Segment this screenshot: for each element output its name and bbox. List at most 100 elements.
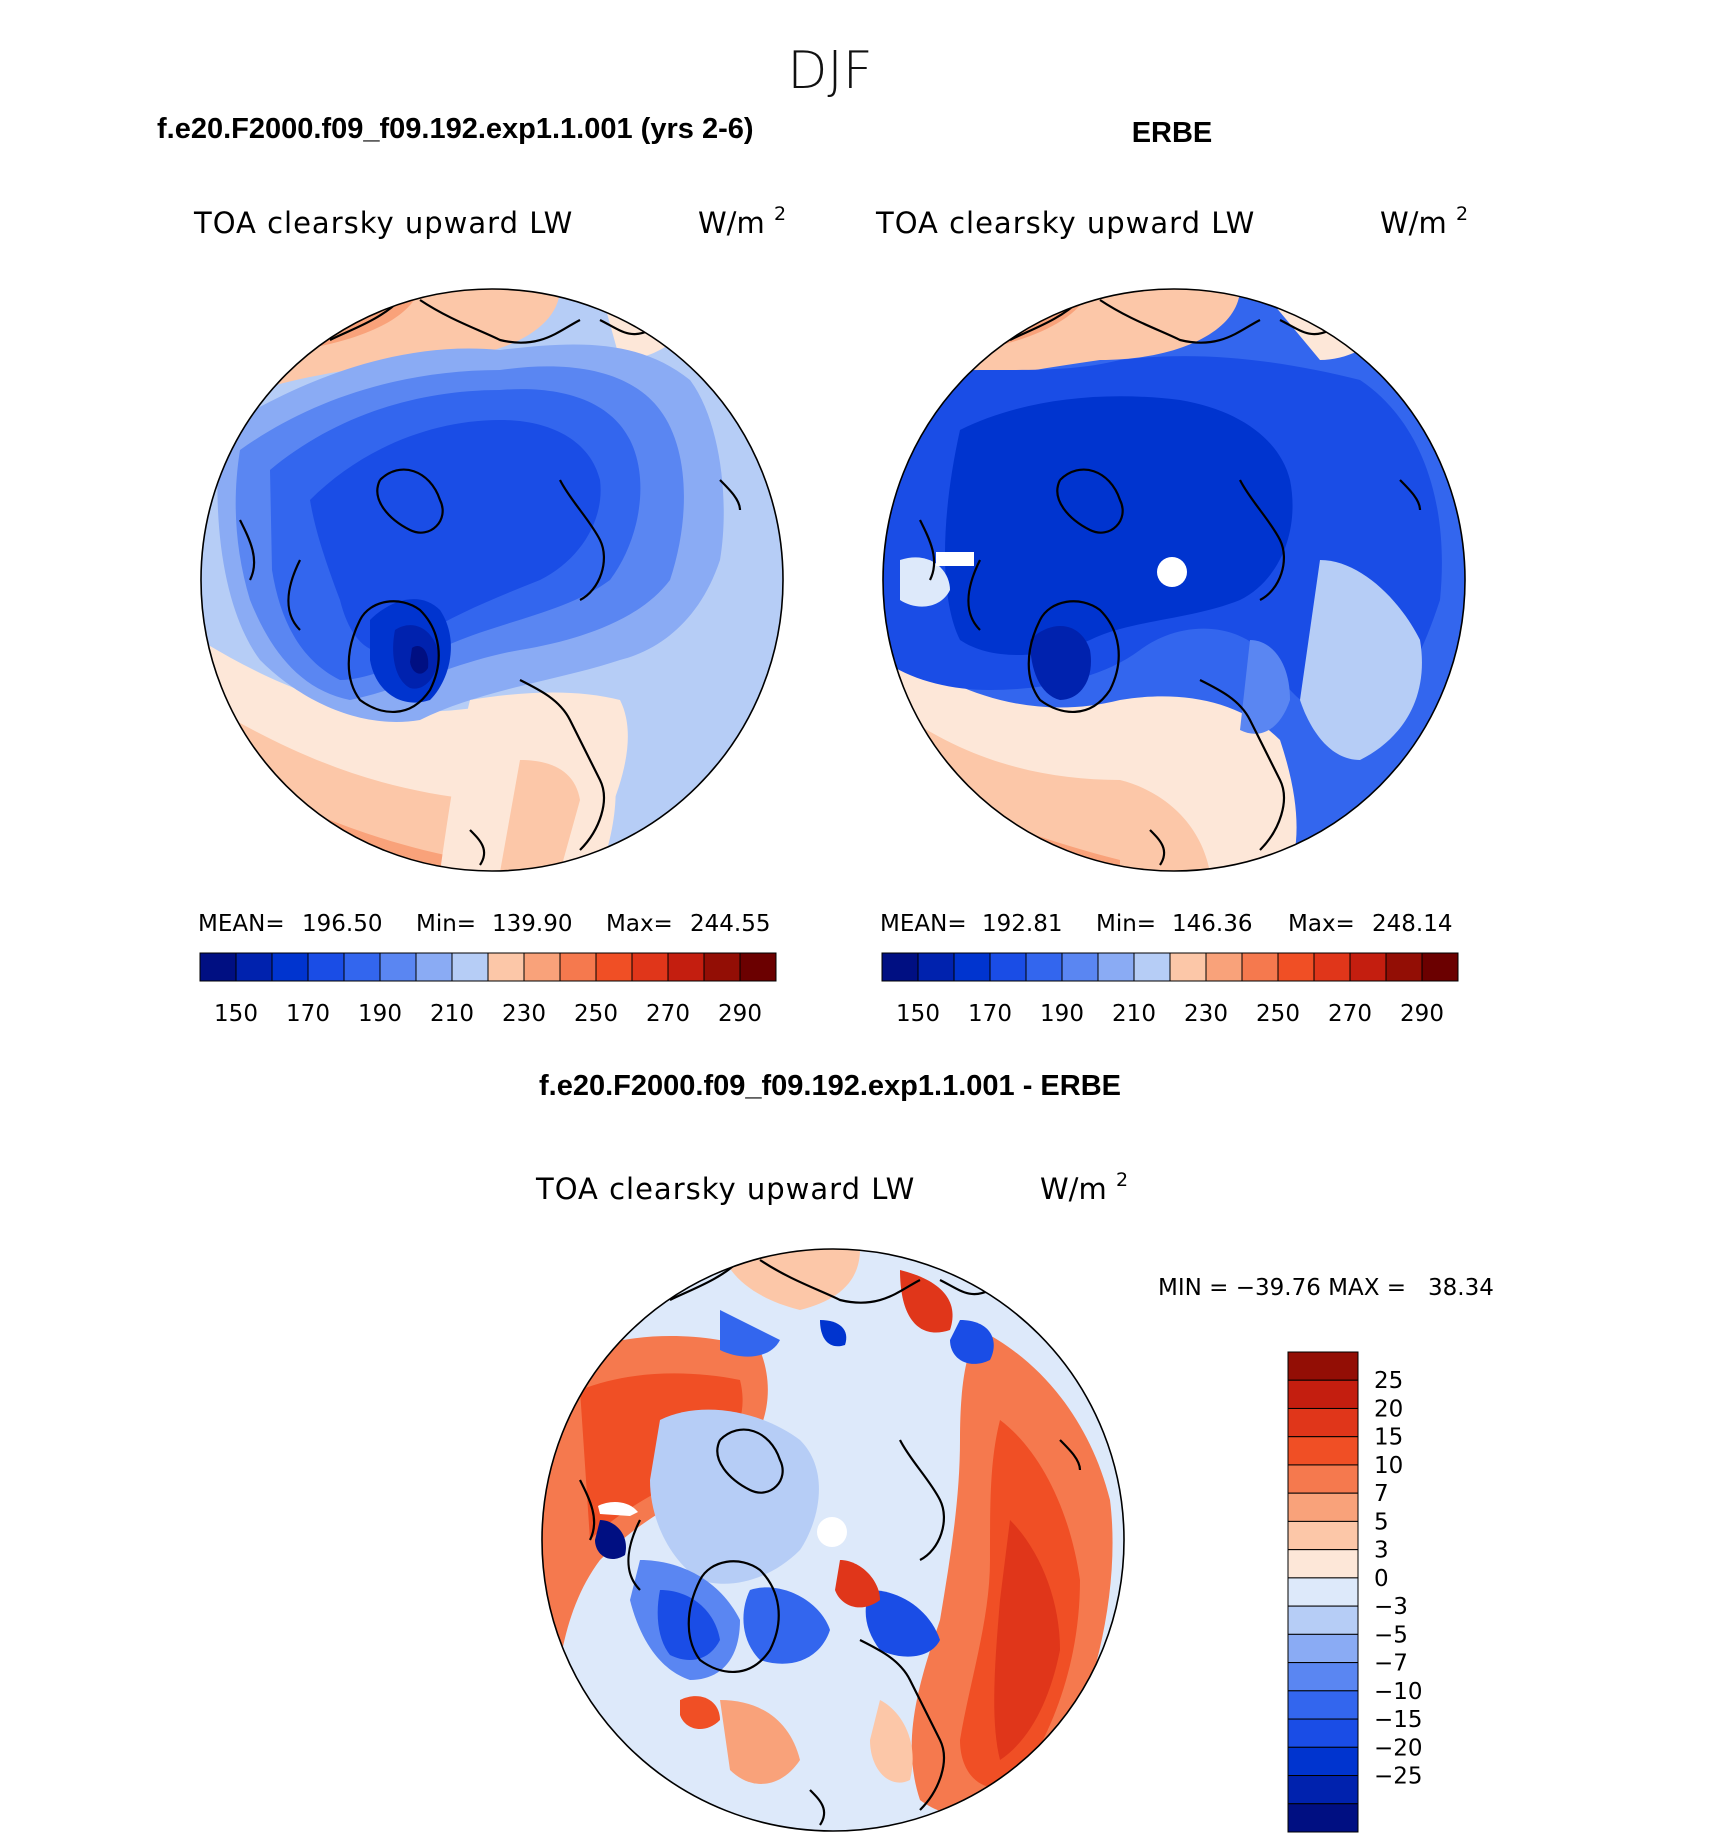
colorbar-bin: [523, 952, 561, 982]
colorbar-bin: [199, 952, 237, 982]
panel1-units: W/m 2: [698, 203, 786, 240]
colorbar-bin: [235, 952, 273, 982]
colorbar-bin: [1277, 952, 1315, 982]
colorbar-bin: [1313, 952, 1351, 982]
panel2-title: ERBE: [1132, 117, 1213, 149]
colorbar-tick-label: 250: [1256, 1001, 1300, 1027]
panel1-title: f.e20.F2000.f09_f09.192.exp1.1.001 (yrs …: [157, 113, 754, 145]
colorbar-tick-label: −20: [1374, 1735, 1423, 1761]
colorbar-tick-label: 230: [1184, 1001, 1228, 1027]
colorbar-tick-label: 290: [718, 1001, 762, 1027]
colorbar-tick-label: 290: [1400, 1001, 1444, 1027]
svg-text:Min=: Min=: [1096, 911, 1156, 937]
svg-text:Max=: Max=: [1288, 911, 1355, 937]
colorbar-tick-label: 0: [1374, 1566, 1389, 1592]
colorbar-bin: [1287, 1549, 1359, 1579]
colorbar-bin: [953, 952, 991, 982]
colorbar-bin: [1287, 1492, 1359, 1522]
colorbar-bin: [1287, 1520, 1359, 1551]
svg-text:139.90: 139.90: [492, 911, 572, 937]
colorbar-tick-label: 170: [968, 1001, 1012, 1027]
colorbar-bin: [1287, 1407, 1359, 1438]
colorbar-bin: [667, 952, 705, 982]
colorbar-model: [199, 952, 777, 982]
colorbar-tick-label: 270: [646, 1001, 690, 1027]
diff-units: W/m 2: [1040, 1169, 1128, 1206]
svg-text:2: 2: [1116, 1169, 1128, 1191]
colorbar-difference: [1287, 1351, 1359, 1833]
svg-text:2: 2: [1456, 203, 1468, 225]
colorbar-bin: [415, 952, 453, 982]
panel1-variable: TOA clearsky upward LW: [193, 206, 573, 240]
map-erbe: [882, 288, 1466, 872]
colorbar-bin: [881, 952, 919, 982]
diff-minmax: MIN = −39.76 MAX = 38.34: [1158, 1275, 1494, 1301]
colorbar-tick-label: −5: [1374, 1622, 1408, 1648]
colorbar-tick-label: 7: [1374, 1481, 1389, 1507]
svg-text:MEAN=: MEAN=: [198, 911, 285, 937]
colorbar-bin: [1061, 952, 1099, 982]
colorbar-tick-label: −7: [1374, 1651, 1408, 1677]
colorbar-bin: [1287, 1746, 1359, 1777]
colorbar-bin: [559, 952, 597, 982]
colorbar-bin: [1287, 1718, 1359, 1748]
panel2-variable: TOA clearsky upward LW: [875, 206, 1255, 240]
colorbar-bin: [271, 952, 309, 982]
colorbar-erbe: [881, 952, 1459, 982]
colorbar-tick-label: −25: [1374, 1764, 1423, 1790]
svg-text:W/m: W/m: [1380, 206, 1447, 240]
colorbar-bin: [1241, 952, 1279, 982]
colorbar-tick-label: 170: [286, 1001, 330, 1027]
svg-text:W/m: W/m: [698, 206, 765, 240]
diff-title: f.e20.F2000.f09_f09.192.exp1.1.001 - ERB…: [539, 1070, 1121, 1102]
colorbar-tick-label: −10: [1374, 1679, 1423, 1705]
colorbar-tick-label: 270: [1328, 1001, 1372, 1027]
colorbar-bin: [1097, 952, 1135, 982]
colorbar-bin: [1025, 952, 1063, 982]
diff-variable: TOA clearsky upward LW: [535, 1172, 915, 1206]
colorbar-bin: [307, 952, 345, 982]
colorbar-bin: [989, 952, 1027, 982]
svg-text:244.55: 244.55: [690, 911, 770, 937]
colorbar-tick-label: 250: [574, 1001, 618, 1027]
svg-text:196.50: 196.50: [302, 911, 382, 937]
colorbar-bin: [343, 952, 381, 982]
colorbar-bin: [379, 952, 417, 982]
colorbar-bin: [917, 952, 955, 982]
colorbar-bin: [595, 952, 633, 982]
colorbar-tick-label: 150: [896, 1001, 940, 1027]
svg-text:W/m: W/m: [1040, 1172, 1107, 1206]
map-model: [200, 288, 784, 872]
colorbar-bin: [1133, 952, 1171, 982]
colorbar-tick-label: 5: [1374, 1509, 1389, 1535]
colorbar-bin: [739, 952, 777, 982]
colorbar-tick-label: 25: [1374, 1368, 1403, 1394]
colorbar-bin: [1287, 1690, 1359, 1720]
panel2-stats: MEAN= 192.81 Min= 146.36 Max= 248.14: [880, 911, 1452, 937]
colorbar-bin: [1385, 952, 1423, 982]
svg-text:Min=: Min=: [416, 911, 476, 937]
colorbar-bin: [1287, 1775, 1359, 1805]
panel1-stats: MEAN= 196.50 Min= 139.90 Max= 244.55: [198, 911, 770, 937]
svg-text:248.14: 248.14: [1372, 911, 1452, 937]
colorbar-model-labels: 150 170 190 210 230 250 270 290: [214, 1001, 762, 1027]
colorbar-bin: [1287, 1379, 1359, 1409]
colorbar-bin: [1287, 1662, 1359, 1692]
svg-text:MEAN=: MEAN=: [880, 911, 967, 937]
colorbar-bin: [1287, 1633, 1359, 1664]
colorbar-bin: [1169, 952, 1207, 982]
colorbar-tick-label: 3: [1374, 1538, 1389, 1564]
svg-text:192.81: 192.81: [982, 911, 1062, 937]
colorbar-bin: [1205, 952, 1243, 982]
colorbar-tick-label: 230: [502, 1001, 546, 1027]
colorbar-erbe-labels: 150 170 190 210 230 250 270 290: [896, 1001, 1444, 1027]
map-difference: [541, 1248, 1125, 1832]
colorbar-tick-label: 20: [1374, 1396, 1403, 1422]
colorbar-bin: [1287, 1351, 1359, 1381]
colorbar-bin: [1287, 1436, 1359, 1466]
colorbar-tick-label: −3: [1374, 1594, 1408, 1620]
colorbar-bin: [487, 952, 525, 982]
panel2-units: W/m 2: [1380, 203, 1468, 240]
